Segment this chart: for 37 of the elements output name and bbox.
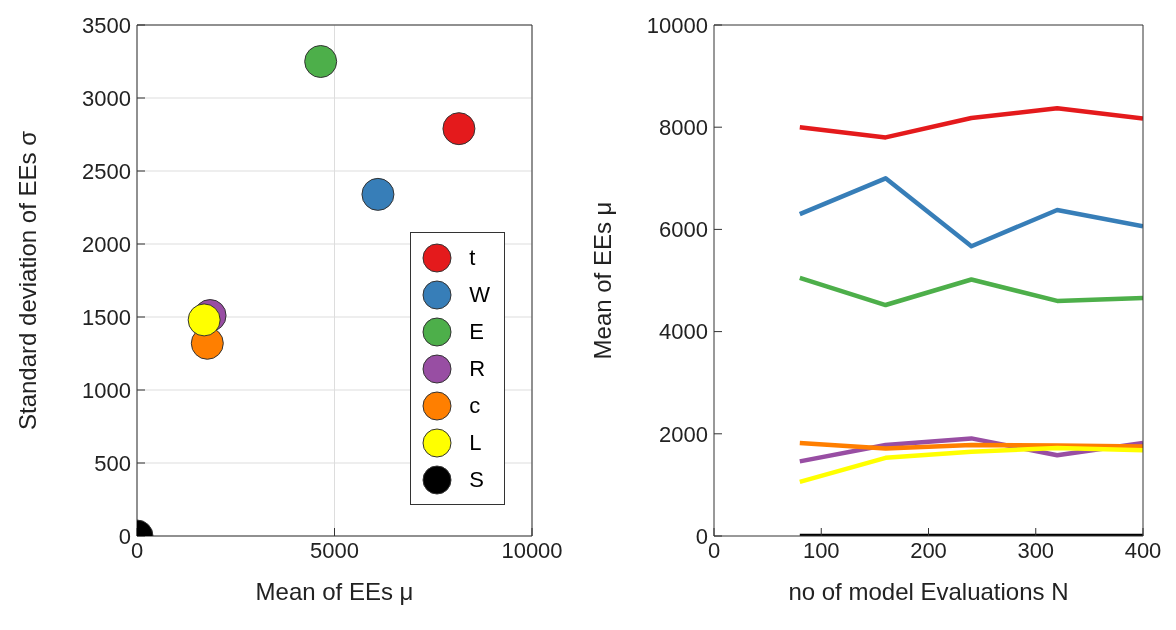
point <box>361 177 395 211</box>
x-tick-label: 200 <box>910 537 947 563</box>
point <box>442 112 476 146</box>
y-tick-label: 1500 <box>82 304 131 330</box>
x-tick-label: 10000 <box>501 537 563 563</box>
y-tick-label: 1000 <box>82 377 131 403</box>
x-axis-title: no of model Evaluations N <box>788 578 1069 605</box>
line-series <box>797 275 1143 308</box>
legend-label: E <box>469 318 484 345</box>
x-tick-label: 100 <box>802 537 840 563</box>
line-series <box>797 106 1143 140</box>
y-tick-label: 500 <box>94 450 131 476</box>
legend-label: t <box>469 244 476 271</box>
legend-label: R <box>469 355 486 382</box>
y-tick-label: 8000 <box>659 115 708 141</box>
y-tick-label: 2500 <box>82 158 131 184</box>
y-tick-label: 3000 <box>82 85 131 111</box>
y-axis-title: Standard deviation of EEs σ <box>13 130 41 430</box>
legend-label: L <box>469 429 482 456</box>
x-axis-title: Mean of EEs μ <box>255 578 414 605</box>
y-tick-label: 2000 <box>82 231 131 257</box>
point <box>304 45 338 78</box>
x-tick-label: 300 <box>1017 537 1055 563</box>
y-axis-title: Mean of EEs μ <box>588 201 616 360</box>
point <box>187 303 221 337</box>
x-tick-label: 5000 <box>310 537 359 563</box>
y-tick-label: 3500 <box>82 12 131 38</box>
legend-label: S <box>469 466 484 493</box>
y-tick-label: 2000 <box>659 421 708 447</box>
y-tick-label: 10000 <box>646 12 708 38</box>
y-tick-label: 4000 <box>659 319 708 345</box>
y-tick-label: 6000 <box>659 217 708 243</box>
legend-label: W <box>469 281 490 308</box>
line-series <box>797 445 1143 485</box>
x-tick-label: 400 <box>1124 537 1162 563</box>
legend-label: c <box>469 392 481 419</box>
line-series <box>797 176 1143 249</box>
